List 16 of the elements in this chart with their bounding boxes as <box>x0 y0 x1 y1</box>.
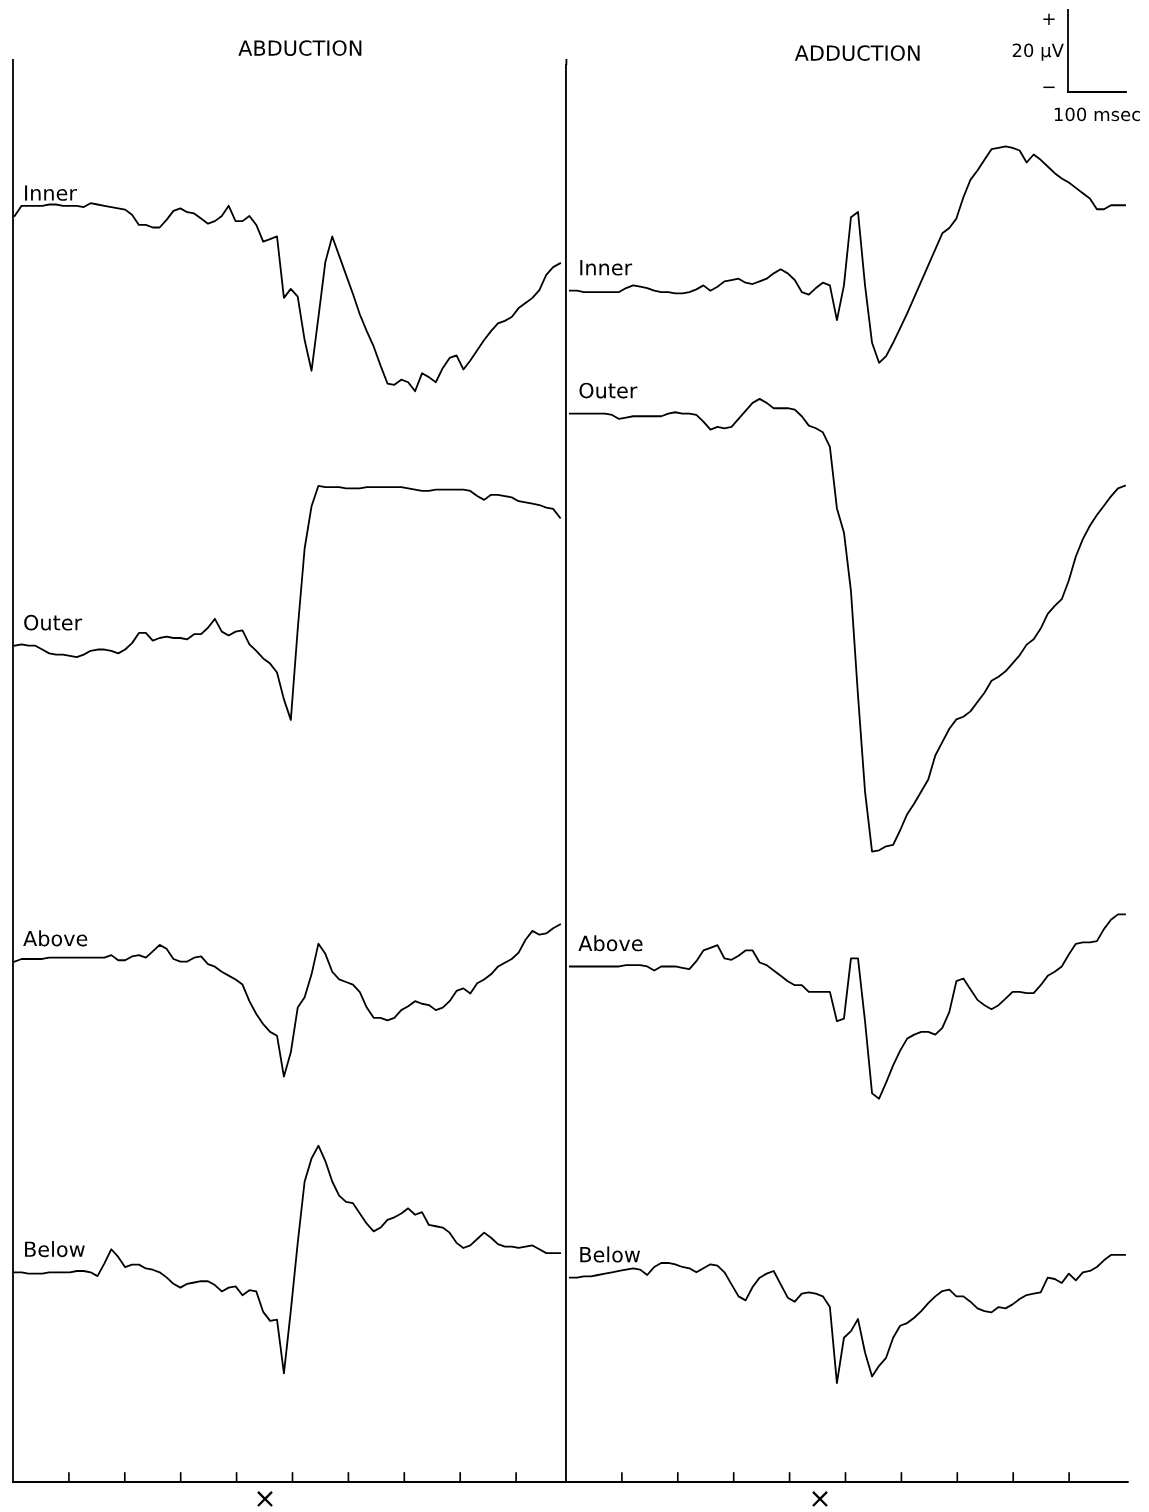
series-label: Below <box>580 1246 641 1263</box>
series-label: Inner <box>580 260 633 276</box>
text: 100 msec <box>1054 107 1140 122</box>
text: − <box>1043 86 1055 89</box>
series-label: Inner <box>25 185 77 201</box>
series-label: Outer <box>24 614 83 631</box>
text: × <box>812 1491 828 1507</box>
chart-title: ABDUCTION <box>238 40 362 56</box>
series-label: Outer <box>579 382 638 399</box>
text: × <box>257 1491 273 1507</box>
text: + <box>1043 13 1055 25</box>
text: 20 µV <box>1012 43 1064 61</box>
series-label: Below <box>25 1241 85 1258</box>
series-label: Above <box>23 930 88 947</box>
chart-title: ADDUCTION <box>794 45 920 61</box>
series-label: Above <box>578 935 643 952</box>
